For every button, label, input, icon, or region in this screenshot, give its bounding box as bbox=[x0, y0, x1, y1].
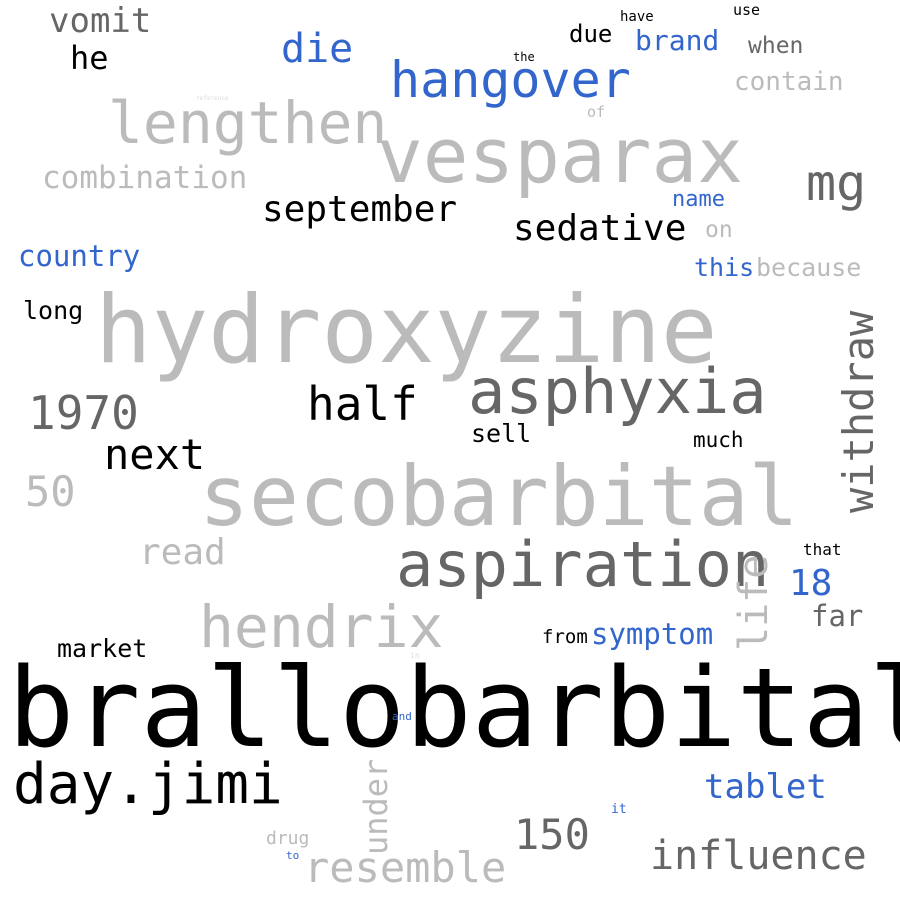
word-it: it bbox=[611, 802, 627, 817]
word-drug: drug bbox=[266, 828, 310, 849]
word-read: read bbox=[139, 532, 226, 573]
word-and: and bbox=[392, 710, 412, 723]
word-asphyxia: asphyxia bbox=[468, 355, 767, 428]
word-150: 150 bbox=[514, 810, 590, 859]
word-50: 50 bbox=[25, 467, 76, 516]
word-that: that bbox=[803, 540, 842, 559]
word-to: to bbox=[286, 849, 300, 862]
word-contain: contain bbox=[734, 67, 844, 97]
word-secobarbital: secobarbital bbox=[199, 448, 799, 545]
word-18: 18 bbox=[789, 563, 833, 604]
word-he: he bbox=[70, 39, 109, 77]
word-life: life bbox=[731, 554, 777, 651]
word-market: market bbox=[57, 634, 148, 663]
word-in: in bbox=[410, 651, 420, 660]
word-from: from bbox=[542, 626, 588, 648]
word-september: september bbox=[262, 189, 458, 230]
word-far: far bbox=[811, 599, 864, 633]
word-next: next bbox=[104, 430, 206, 479]
word-country: country bbox=[18, 239, 141, 273]
word-this: this bbox=[694, 253, 755, 282]
word-mg: mg bbox=[806, 154, 867, 212]
word-vesparax: vesparax bbox=[377, 111, 744, 200]
word-vomit: vomit bbox=[49, 1, 152, 41]
word-resemble: resemble bbox=[304, 843, 507, 892]
word-much: much bbox=[693, 428, 744, 452]
word-hydroxyzine: hydroxyzine bbox=[95, 276, 718, 385]
word-symptom: symptom bbox=[591, 617, 714, 651]
word-influence: influence bbox=[650, 833, 867, 879]
word-combination: combination bbox=[42, 160, 248, 196]
word-lengthen: lengthen bbox=[108, 89, 388, 157]
word-the: the bbox=[513, 50, 535, 64]
word-name: name bbox=[672, 187, 725, 212]
word-tablet: tablet bbox=[704, 767, 827, 807]
word-day-jimi: day.jimi bbox=[13, 752, 283, 817]
word-of: of bbox=[587, 103, 606, 121]
word-due: due bbox=[569, 20, 613, 48]
word-aspiration: aspiration bbox=[396, 528, 770, 601]
word-hendrix: hendrix bbox=[199, 593, 444, 661]
word-1970: 1970 bbox=[28, 386, 139, 440]
word-half: half bbox=[307, 377, 418, 431]
word-when: when bbox=[748, 33, 804, 59]
word-under: under bbox=[357, 758, 395, 855]
word-die: die bbox=[281, 26, 354, 72]
word-sedative: sedative bbox=[513, 208, 687, 249]
word-brallobarbital: brallobarbital bbox=[8, 644, 900, 772]
word-brand: brand bbox=[635, 24, 720, 57]
word-have: have bbox=[620, 9, 654, 25]
word-withdraw: withdraw bbox=[834, 310, 883, 513]
word-hangover: hangover bbox=[390, 51, 631, 109]
word-use: use bbox=[733, 1, 761, 19]
word-on: on bbox=[705, 217, 733, 243]
word-because: because bbox=[756, 253, 862, 282]
word-reference: reference bbox=[196, 95, 229, 102]
word-long: long bbox=[23, 296, 84, 325]
word-sell: sell bbox=[471, 419, 532, 448]
